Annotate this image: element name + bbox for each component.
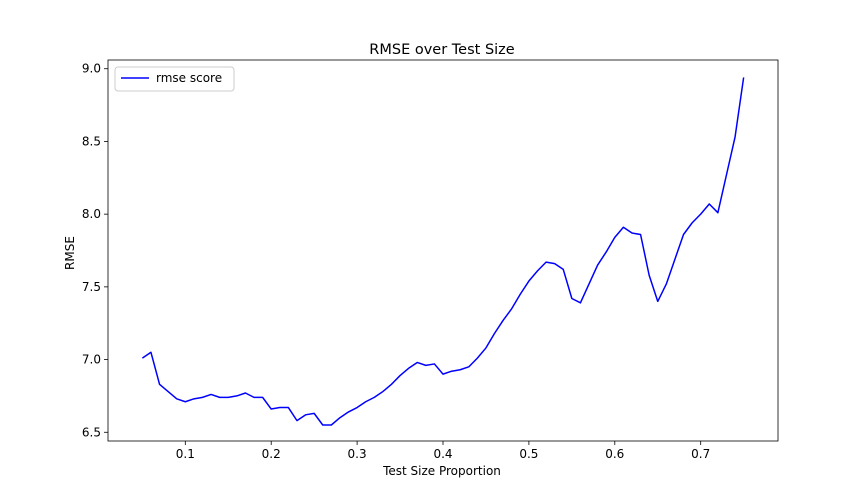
legend: rmse score bbox=[114, 66, 235, 92]
legend-box bbox=[114, 66, 235, 92]
y-axis-label: RMSE bbox=[63, 236, 77, 270]
legend-label: rmse score bbox=[156, 71, 222, 85]
x-tick-label: 0.6 bbox=[605, 447, 624, 461]
x-tick-label: 0.7 bbox=[691, 447, 710, 461]
y-tick-label: 7.0 bbox=[82, 353, 101, 367]
y-tick-label: 8.5 bbox=[82, 134, 101, 148]
y-tick-label: 7.5 bbox=[82, 280, 101, 294]
x-tick-label: 0.3 bbox=[348, 447, 367, 461]
plot-area: 0.1 0.2 0.3 0.4 0.5 0.6 0.7 6.5 7.0 7.5 8.0 8.5 9.0 bbox=[82, 59, 779, 461]
chart-title: RMSE over Test Size bbox=[369, 42, 515, 58]
x-tick-label: 0.1 bbox=[176, 447, 195, 461]
x-tick-label: 0.2 bbox=[262, 447, 281, 461]
x-tick-label: 0.4 bbox=[433, 447, 452, 461]
x-axis-label: Test Size Proportion bbox=[382, 464, 501, 478]
series-line-0 bbox=[141, 77, 745, 426]
y-tick-label: 9.0 bbox=[82, 62, 101, 76]
y-tick-label: 6.5 bbox=[82, 425, 101, 439]
x-tick-label: 0.5 bbox=[519, 447, 538, 461]
y-tick-label: 8.0 bbox=[82, 207, 101, 221]
